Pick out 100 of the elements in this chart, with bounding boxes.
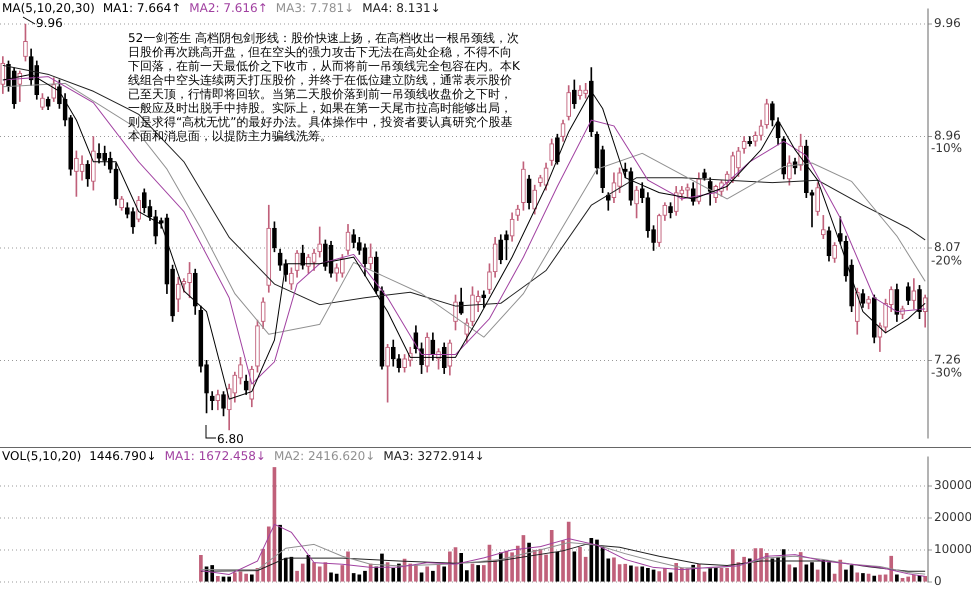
bar <box>216 576 220 582</box>
bar <box>550 530 554 582</box>
bar <box>431 570 435 582</box>
text: MA2: 2416.620↓ <box>274 449 376 463</box>
text: MA3: 3272.914↓ <box>383 449 485 463</box>
bar <box>544 554 548 582</box>
bar <box>895 574 899 582</box>
bar <box>595 540 599 582</box>
bar <box>816 570 820 582</box>
bar <box>527 542 531 582</box>
bar <box>714 567 718 582</box>
bar <box>612 558 616 582</box>
y-tick-label: 30000 <box>934 478 971 492</box>
text: MA1: 1672.458↓ <box>164 449 266 463</box>
bar <box>329 572 333 582</box>
text: MA1: 7.664↑ <box>102 1 182 15</box>
annotation: 9.96 <box>36 16 64 30</box>
bar <box>414 565 418 582</box>
y2-tick-label: -10% <box>931 141 962 156</box>
bar <box>578 546 582 582</box>
bar <box>720 568 724 582</box>
bar <box>725 568 729 582</box>
bar <box>623 564 628 582</box>
bar <box>770 558 774 582</box>
bar <box>295 570 299 582</box>
bar <box>872 576 876 582</box>
bar <box>668 572 672 582</box>
bar <box>686 568 690 582</box>
bar <box>827 562 831 582</box>
bar <box>334 574 339 582</box>
bar <box>470 564 474 582</box>
bar <box>600 546 604 582</box>
bar <box>788 564 792 582</box>
bar <box>352 573 356 582</box>
bar <box>284 558 288 582</box>
y2-tick-label: -20% <box>931 253 962 268</box>
bar <box>357 574 362 582</box>
bar <box>222 576 226 582</box>
y-tick-label: 20000 <box>934 510 971 524</box>
bar <box>300 564 305 582</box>
y-tick-label: 10000 <box>934 542 971 556</box>
bar <box>233 572 237 582</box>
bar <box>504 550 508 582</box>
bar <box>640 566 644 582</box>
bar <box>363 570 367 582</box>
bar <box>250 574 254 582</box>
bar <box>708 568 712 582</box>
legend-title: VOL(5,10,20) <box>2 449 82 463</box>
bar <box>702 572 706 582</box>
bar <box>476 565 480 582</box>
text: MA3: 7.781↓ <box>276 1 354 15</box>
bar <box>866 574 870 582</box>
bar <box>272 467 276 582</box>
bar <box>459 553 463 582</box>
bar <box>810 562 814 582</box>
bar <box>652 570 656 582</box>
bar <box>861 573 865 582</box>
bar <box>318 566 322 582</box>
bar <box>657 571 662 582</box>
bar <box>572 551 576 582</box>
bar <box>900 578 904 582</box>
bar <box>488 544 492 582</box>
bar <box>918 575 922 582</box>
bar <box>776 556 780 582</box>
bar <box>561 540 565 582</box>
bar <box>850 565 854 582</box>
bar <box>584 556 588 582</box>
bar <box>906 576 910 582</box>
bar <box>884 574 888 582</box>
bar <box>425 566 430 582</box>
y-tick-label: 7.26 <box>934 352 961 366</box>
bar <box>878 574 882 582</box>
y-tick-label: 8.07 <box>934 240 961 254</box>
bar <box>482 565 486 582</box>
bar <box>436 564 440 582</box>
text: MA4: 8.131↓ <box>362 1 441 15</box>
bar <box>340 565 344 582</box>
bar <box>244 574 248 582</box>
y-tick-label: 8.96 <box>934 128 961 143</box>
candlestick <box>504 230 509 260</box>
y2-tick-label: -30% <box>931 366 962 380</box>
bar <box>832 574 836 582</box>
bar <box>391 568 396 582</box>
bar <box>646 568 650 582</box>
annotation: 6.80 <box>217 432 245 446</box>
bar <box>793 567 797 582</box>
bar <box>844 570 848 582</box>
text: 1446.790↓ <box>89 449 157 463</box>
bar <box>493 560 497 582</box>
bar <box>290 556 294 582</box>
y-tick-label: 9.96 <box>934 16 961 30</box>
bar <box>454 547 458 582</box>
legend-title: MA(5,10,20,30) <box>2 1 95 15</box>
bar <box>804 564 808 582</box>
bar <box>420 572 424 582</box>
bar <box>566 522 571 582</box>
bar <box>606 558 610 582</box>
bar <box>312 562 316 582</box>
bar <box>442 566 446 582</box>
bar <box>199 554 203 582</box>
